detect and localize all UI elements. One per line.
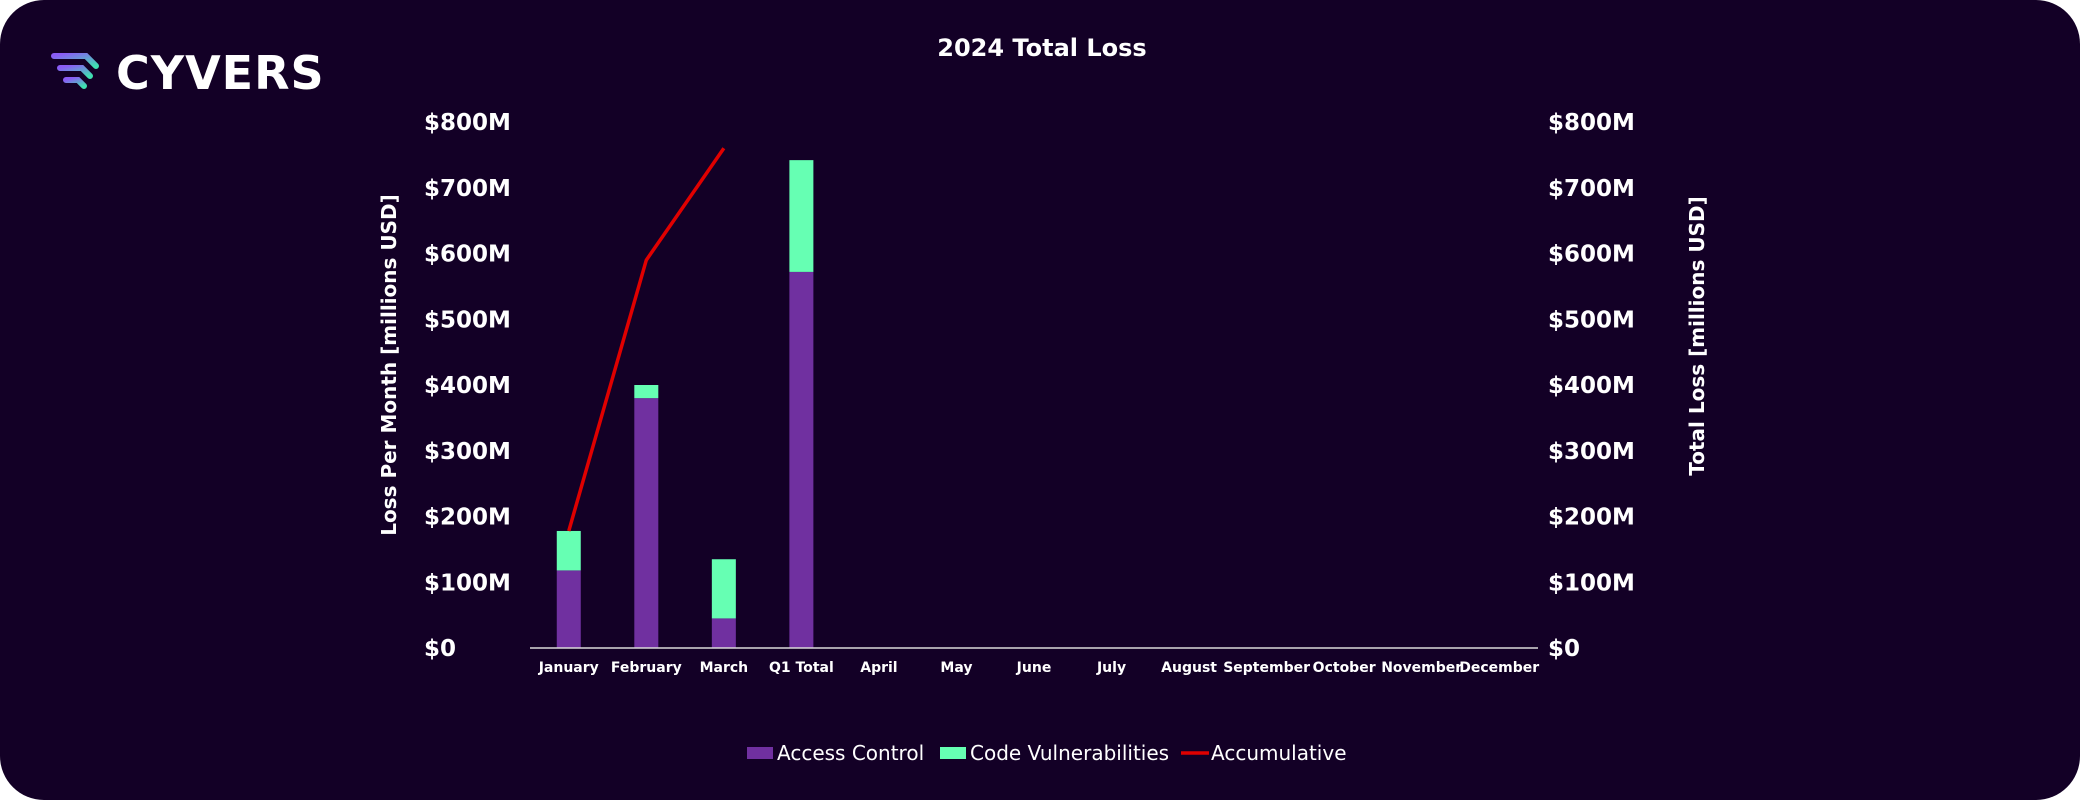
- y2-tick-label: $0: [1548, 636, 1580, 662]
- legend: Access Control Code Vulnerabilities Accumu…: [747, 741, 1347, 765]
- line-series: [567, 147, 726, 532]
- y-tick-label: $700M: [424, 176, 511, 202]
- y2-tick-label: $500M: [1548, 307, 1635, 333]
- y2-axis-label: Total Loss [millions USD]: [1685, 196, 1709, 476]
- legend-swatch: [747, 747, 773, 759]
- y2-axis-ticks: $0 $100M $200M $300M $400M $500M $600M $700M $80…: [1548, 110, 1635, 662]
- bar-code-vulnerabilities: [634, 385, 659, 399]
- y2-tick-label: $100M: [1548, 570, 1635, 596]
- brand-logo: CYVERS: [50, 46, 325, 100]
- y-tick-label: $500M: [424, 307, 511, 333]
- y-axis-ticks: $0 $100M $200M $300M $400M $500M $600M $700M $80…: [424, 110, 511, 662]
- x-tick-label: February: [611, 660, 682, 676]
- bar-access-control: [711, 618, 736, 648]
- legend-label: Accumulative: [1211, 741, 1347, 765]
- legend-label: Code Vulnerabilities: [970, 741, 1169, 765]
- x-tick-label: July: [1096, 660, 1126, 676]
- bar-access-control: [634, 398, 659, 648]
- y-tick-label: $200M: [424, 505, 511, 531]
- x-tick-label: April: [860, 660, 897, 676]
- x-tick-label: October: [1313, 660, 1376, 676]
- bar-series: [556, 160, 814, 648]
- y-tick-label: $600M: [424, 242, 511, 268]
- y-tick-label: $800M: [424, 110, 511, 136]
- y-tick-label: $400M: [424, 373, 511, 399]
- chart-title: 2024 Total Loss: [937, 34, 1146, 62]
- x-tick-label: November: [1381, 660, 1462, 676]
- y-tick-label: $300M: [424, 439, 511, 465]
- bar-code-vulnerabilities: [711, 559, 736, 619]
- bar-access-control: [789, 271, 814, 648]
- legend-label: Access Control: [777, 741, 924, 765]
- cyvers-logo-icon: [51, 53, 99, 89]
- y2-tick-label: $700M: [1548, 176, 1635, 202]
- y-tick-label: $100M: [424, 570, 511, 596]
- x-tick-label: December: [1459, 660, 1539, 676]
- x-tick-label: March: [700, 660, 749, 676]
- y-axis-label: Loss Per Month [millions USD]: [377, 194, 401, 536]
- x-tick-label: August: [1161, 660, 1217, 676]
- x-tick-label: June: [1016, 660, 1052, 676]
- x-tick-label: Q1 Total: [769, 660, 834, 676]
- line-accumulative: [567, 147, 726, 532]
- y-tick-label: $0: [424, 636, 456, 662]
- y2-tick-label: $300M: [1548, 439, 1635, 465]
- y2-tick-label: $600M: [1548, 242, 1635, 268]
- x-tick-label: September: [1223, 660, 1310, 676]
- x-tick-label: January: [538, 660, 599, 676]
- x-tick-label: May: [940, 660, 972, 676]
- x-axis-ticks: January February March Q1 Total April May June…: [538, 660, 1540, 676]
- brand-name: CYVERS: [116, 46, 325, 100]
- bar-code-vulnerabilities: [789, 160, 814, 272]
- y2-tick-label: $800M: [1548, 110, 1635, 136]
- bar-code-vulnerabilities: [556, 530, 581, 571]
- y2-tick-label: $400M: [1548, 373, 1635, 399]
- bar-access-control: [556, 570, 581, 648]
- y2-tick-label: $200M: [1548, 505, 1635, 531]
- legend-swatch: [940, 747, 966, 759]
